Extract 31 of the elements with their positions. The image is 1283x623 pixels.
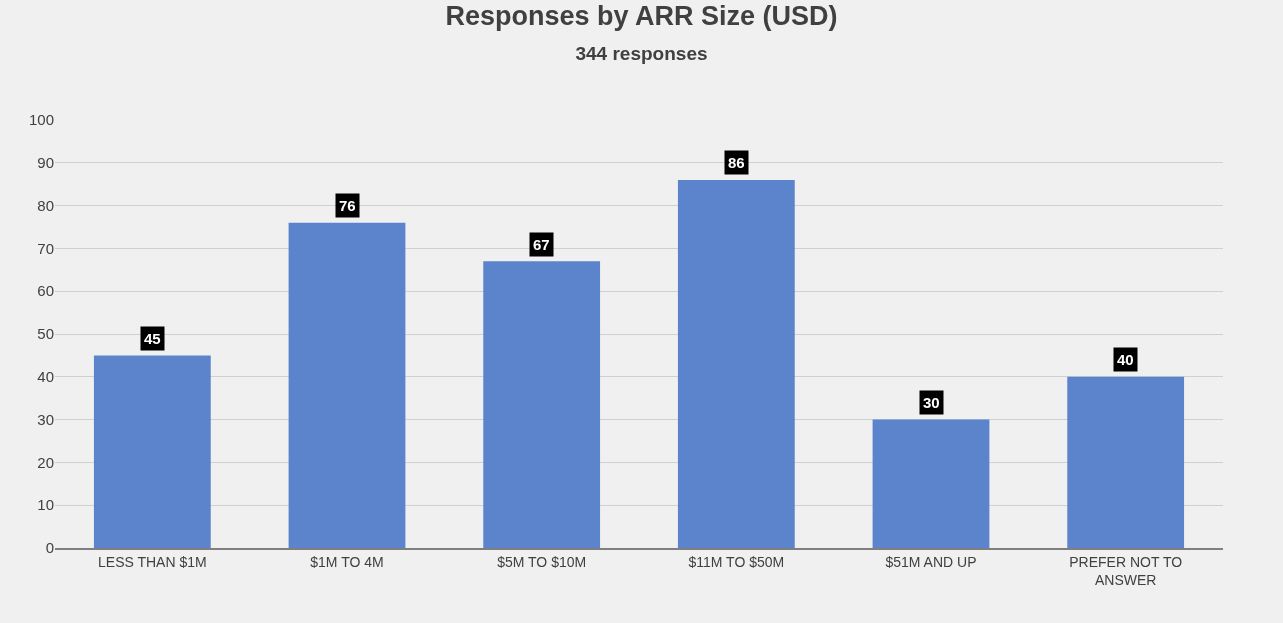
y-tick-label: 70 (37, 239, 54, 257)
y-tick-label: 50 (37, 325, 54, 343)
x-tick-label: PREFER NOT TO ANSWER (1069, 553, 1183, 588)
bar (872, 419, 990, 548)
bar (93, 355, 211, 548)
y-tick-label: 80 (37, 196, 54, 214)
data-label: 67 (533, 236, 550, 253)
y-tick-label: 30 (37, 410, 54, 428)
x-tick-label: LESS THAN $1M (97, 553, 207, 570)
data-label: 45 (144, 330, 161, 347)
y-tick-label: 100 (28, 111, 54, 129)
data-label: 30 (923, 394, 940, 411)
y-tick-label: 40 (37, 368, 54, 386)
x-tick-label: $11M TO $50M (688, 553, 785, 570)
data-label: 76 (339, 197, 356, 214)
bar (677, 179, 795, 548)
x-tick-label: $51M AND UP (885, 553, 977, 570)
y-tick-label: 90 (37, 154, 54, 172)
x-tick-label: $5M TO $10M (497, 553, 587, 570)
y-tick-label: 20 (37, 453, 54, 471)
y-tick-label: 0 (45, 539, 54, 557)
data-label: 86 (728, 154, 745, 171)
y-tick-label: 10 (37, 496, 54, 514)
x-tick-label: $1M TO 4M (310, 553, 384, 570)
bar (288, 222, 406, 548)
data-label: 40 (1117, 351, 1134, 368)
chart-title: Responses by ARR Size (USD) (445, 0, 838, 31)
y-tick-label: 60 (37, 282, 54, 300)
chart-subtitle: 344 responses (575, 43, 708, 65)
bar (483, 261, 601, 548)
bar (1067, 376, 1185, 548)
